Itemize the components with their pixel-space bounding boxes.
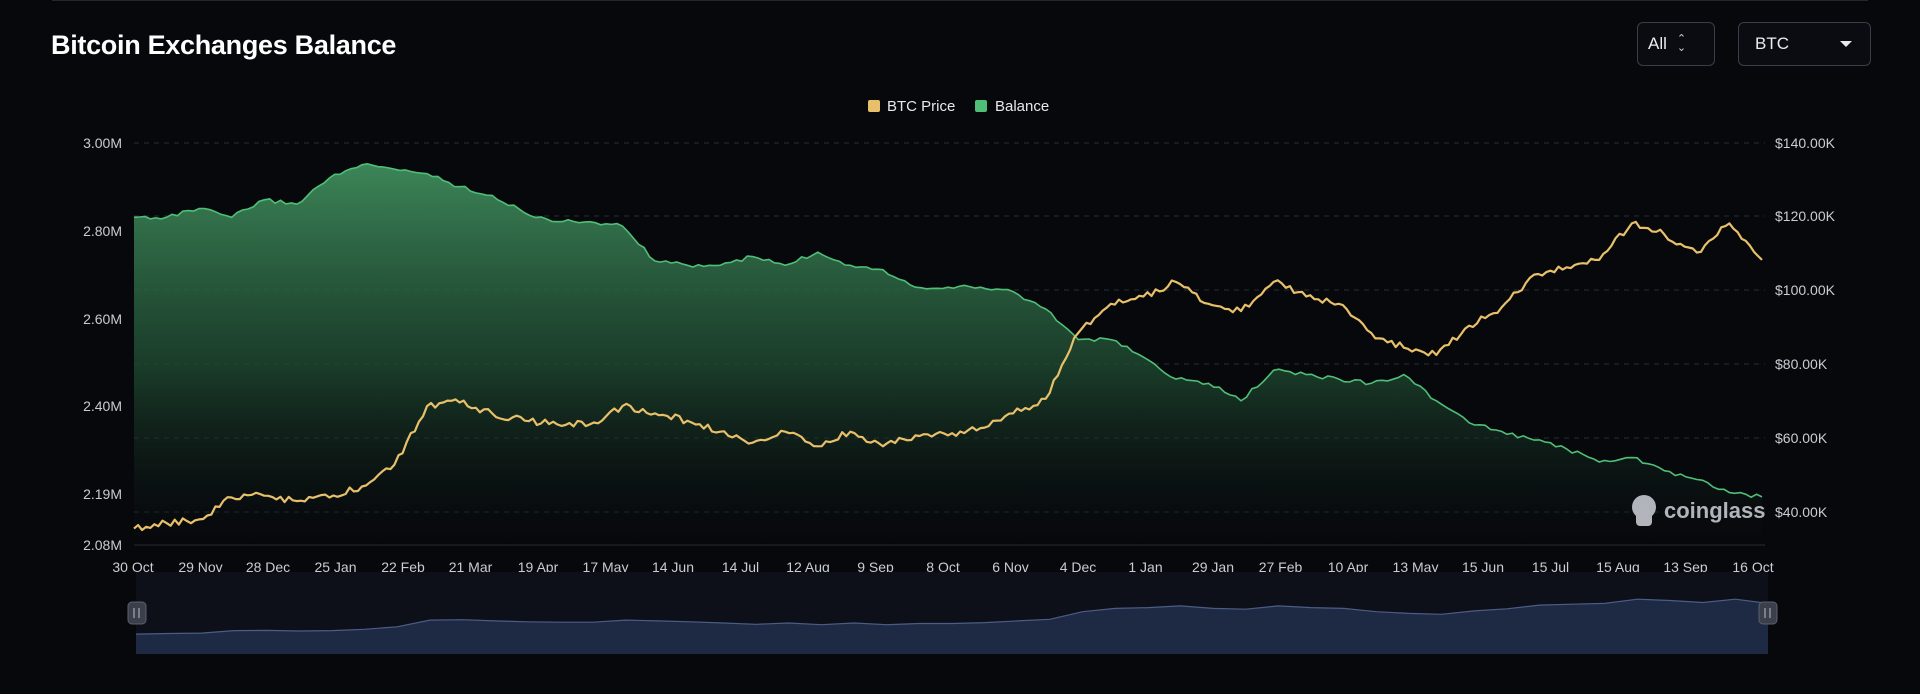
x-axis-tick: 13 Sep <box>1663 559 1708 575</box>
left-axis-tick: 2.60M <box>83 311 122 327</box>
x-axis-tick: 9 Sep <box>857 559 894 575</box>
range-select-value: All <box>1648 34 1667 53</box>
right-axis-labels: $140.00K $120.00K $100.00K $80.00K $60.00K $4… <box>1775 135 1836 520</box>
x-axis-tick: 19 Apr <box>518 559 559 575</box>
coinglass-logo-icon <box>1632 495 1656 526</box>
legend-item-balance[interactable]: Balance <box>975 98 1049 115</box>
x-axis-tick: 28 Dec <box>246 559 290 575</box>
price-line <box>133 220 1763 532</box>
x-axis-tick: 10 Apr <box>1328 559 1369 575</box>
x-axis-tick: 29 Jan <box>1192 559 1234 575</box>
x-axis-tick: 17 May <box>583 559 629 575</box>
x-axis-tick: 27 Feb <box>1259 559 1303 575</box>
range-navigator[interactable] <box>127 572 1778 654</box>
left-axis-tick: 3.00M <box>83 135 122 151</box>
x-axis-labels: 30 Oct 29 Nov 28 Dec 25 Jan 22 Feb 21 Mar 19 A… <box>112 559 1773 575</box>
left-axis-labels: 3.00M 2.80M 2.60M 2.40M 2.19M 2.08M <box>83 135 122 553</box>
unit-select[interactable]: BTC <box>1738 22 1871 66</box>
coinglass-watermark: coinglass <box>1632 495 1765 526</box>
legend-item-price[interactable]: BTC Price <box>868 98 955 115</box>
x-axis-tick: 30 Oct <box>112 559 153 575</box>
left-axis-tick: 2.40M <box>83 398 122 414</box>
navigator-area <box>136 599 1768 654</box>
legend-swatch-price <box>868 100 880 112</box>
updown-chevron-icon: ⌃ ⌄ <box>1676 33 1687 54</box>
x-axis-tick: 6 Nov <box>992 559 1029 575</box>
navigator-right-handle[interactable] <box>1758 601 1778 625</box>
right-axis-tick: $80.00K <box>1775 356 1828 372</box>
legend-label-balance: Balance <box>995 98 1049 115</box>
x-axis-tick: 15 Jul <box>1532 559 1569 575</box>
x-axis-tick: 14 Jun <box>652 559 694 575</box>
right-axis-tick: $60.00K <box>1775 430 1828 446</box>
legend-label-price: BTC Price <box>887 98 955 115</box>
right-axis-tick: $120.00K <box>1775 208 1836 224</box>
left-axis-tick: 2.80M <box>83 223 122 239</box>
x-axis-tick: 8 Oct <box>926 559 960 575</box>
caret-down-icon <box>1840 41 1852 47</box>
left-axis-tick: 2.08M <box>83 537 122 553</box>
x-axis-tick: 29 Nov <box>178 559 222 575</box>
navigator-line <box>135 598 1769 635</box>
x-axis-tick: 25 Jan <box>314 559 356 575</box>
balance-line <box>133 162 1763 499</box>
watermark-text: coinglass <box>1664 498 1765 523</box>
unit-select-value: BTC <box>1755 34 1789 53</box>
left-axis-tick: 2.19M <box>83 486 122 502</box>
x-axis-tick: 21 Mar <box>449 559 493 575</box>
x-axis-tick: 22 Feb <box>381 559 425 575</box>
x-axis-tick: 13 May <box>1393 559 1439 575</box>
chart-legend: BTC Price Balance <box>868 98 1049 115</box>
right-axis-tick: $40.00K <box>1775 504 1828 520</box>
x-axis-tick: 12 Aug <box>786 559 830 575</box>
x-axis-tick: 1 Jan <box>1128 559 1162 575</box>
navigator-left-handle[interactable] <box>127 601 147 625</box>
x-axis-tick: 15 Aug <box>1596 559 1640 575</box>
x-axis-tick: 14 Jul <box>722 559 759 575</box>
x-axis-tick: 15 Jun <box>1462 559 1504 575</box>
range-select[interactable]: All ⌃ ⌄ <box>1637 22 1715 66</box>
legend-swatch-balance <box>975 100 987 112</box>
x-axis-tick: 16 Oct <box>1732 559 1773 575</box>
page-title: Bitcoin Exchanges Balance <box>51 30 397 60</box>
top-divider <box>52 0 1868 1</box>
right-axis-tick: $140.00K <box>1775 135 1836 151</box>
x-axis-tick: 4 Dec <box>1060 559 1097 575</box>
right-axis-tick: $100.00K <box>1775 282 1836 298</box>
balance-area <box>134 163 1762 546</box>
